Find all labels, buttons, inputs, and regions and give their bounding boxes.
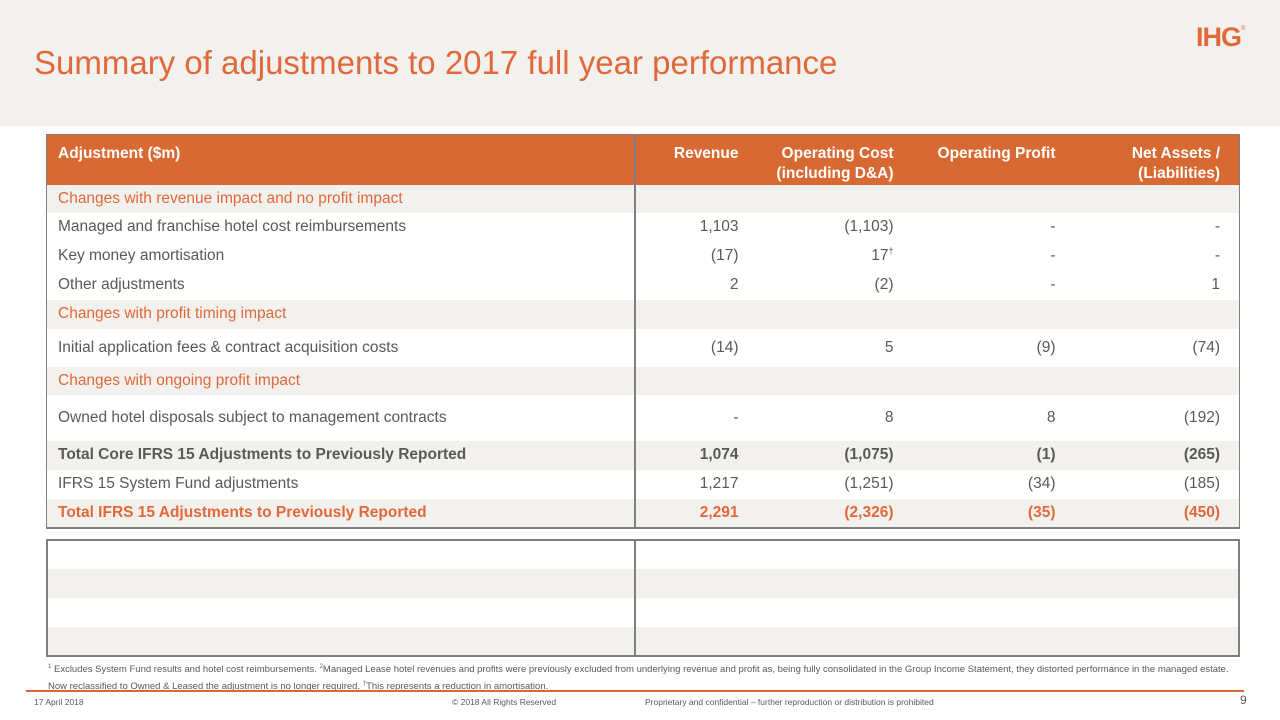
- row-label: Other adjustments: [46, 270, 636, 300]
- revenue-cell: (14): [634, 328, 758, 367]
- revenue-cell: 1,217: [634, 469, 758, 499]
- footnotes: 1 Excludes System Fund results and hotel…: [48, 664, 1229, 693]
- net-assets-cell: -: [1074, 212, 1240, 242]
- logo-text: IHG: [1196, 22, 1242, 52]
- empty-table: [46, 539, 1240, 657]
- table-row: Total Core IFRS 15 Adjustments to Previo…: [46, 440, 1240, 470]
- operating-profit-cell: -: [912, 212, 1075, 242]
- operating-cost-cell: 8: [757, 394, 913, 441]
- revenue-cell: -: [634, 394, 758, 441]
- row-label: Key money amortisation: [46, 241, 636, 271]
- net-assets-cell: -: [1074, 241, 1240, 271]
- footer-date: 17 April 2018: [34, 697, 84, 707]
- row-label: IFRS 15 System Fund adjustments: [46, 469, 636, 499]
- operating-profit-cell: (35): [912, 498, 1075, 528]
- col-operating-cost: Operating Cost (including D&A): [757, 134, 913, 185]
- revenue-cell: 1,103: [634, 212, 758, 242]
- table-row: IFRS 15 System Fund adjustments 1,217 (1,2…: [46, 469, 1240, 499]
- col-operating-profit: Operating Profit: [912, 134, 1075, 185]
- table-header: Adjustment ($m) Revenue Operating Cost (i…: [46, 134, 1240, 185]
- table-row: Managed and franchise hotel cost reimbur…: [46, 212, 1240, 242]
- row-label: Changes with profit timing impact: [46, 299, 636, 329]
- operating-cost-cell: 17†: [757, 241, 913, 271]
- net-assets-cell: (450): [1074, 498, 1240, 528]
- operating-cost-cell: (2): [757, 270, 913, 300]
- revenue-cell: 1,074: [634, 440, 758, 470]
- logo-mark: ®: [1241, 26, 1246, 32]
- operating-cost-cell: (1,075): [757, 440, 913, 470]
- operating-cost-cell: 5: [757, 328, 913, 367]
- operating-cost-cell: (2,326): [757, 498, 913, 528]
- net-assets-cell: (192): [1074, 394, 1240, 441]
- page-number: 9: [1240, 693, 1247, 707]
- table-row: Other adjustments 2 (2) -1: [46, 270, 1240, 300]
- net-assets-cell: (74): [1074, 328, 1240, 367]
- table-row: Key money amortisation (17) 17† - -: [46, 241, 1240, 271]
- page-title: Summary of adjustments to 2017 full year…: [34, 44, 838, 81]
- row-label: Changes with ongoing profit impact: [46, 366, 636, 395]
- row-label: Owned hotel disposals subject to managem…: [46, 394, 636, 441]
- section-row: Changes with ongoing profit impact: [46, 366, 1240, 395]
- operating-cost-cell: (1,103): [757, 212, 913, 242]
- net-assets-cell: 1: [1074, 270, 1240, 300]
- row-label: Total IFRS 15 Adjustments to Previously …: [46, 498, 636, 528]
- section-row: Changes with profit timing impact: [46, 299, 1240, 329]
- header-band: [0, 0, 1280, 126]
- section-row: Changes with revenue impact and no profi…: [46, 184, 1240, 213]
- table-row: Initial application fees & contract acqu…: [46, 328, 1240, 367]
- table-row: Owned hotel disposals subject to managem…: [46, 394, 1240, 441]
- col-revenue: Revenue: [634, 134, 758, 185]
- revenue-cell: (17): [634, 241, 758, 271]
- operating-profit-cell: 8: [912, 394, 1075, 441]
- adjustments-table: Adjustment ($m) Revenue Operating Cost (i…: [46, 134, 1240, 529]
- net-assets-cell: (265): [1074, 440, 1240, 470]
- revenue-cell: 2: [634, 270, 758, 300]
- footer-confidential: Proprietary and confidential – further r…: [645, 697, 934, 707]
- footer-copyright: © 2018 All Rights Reserved: [452, 697, 557, 707]
- operating-profit-cell: -: [912, 241, 1075, 271]
- row-label: Managed and franchise hotel cost reimbur…: [46, 212, 636, 242]
- ihg-logo: IHG®: [1196, 22, 1246, 53]
- row-label: Total Core IFRS 15 Adjustments to Previo…: [46, 440, 636, 470]
- col-net-assets: Net Assets / (Liabilities): [1074, 134, 1240, 185]
- operating-profit-cell: (1): [912, 440, 1075, 470]
- operating-profit-cell: (34): [912, 469, 1075, 499]
- operating-profit-cell: (9): [912, 328, 1075, 367]
- operating-cost-cell: (1,251): [757, 469, 913, 499]
- table-row: Total IFRS 15 Adjustments to Previously …: [46, 498, 1240, 528]
- revenue-cell: 2,291: [634, 498, 758, 528]
- col-adjustment: Adjustment ($m): [46, 134, 636, 185]
- operating-profit-cell: -: [912, 270, 1075, 300]
- row-label: Changes with revenue impact and no profi…: [46, 184, 636, 213]
- footer-divider: [26, 690, 1244, 692]
- net-assets-cell: (185): [1074, 469, 1240, 499]
- row-label: Initial application fees & contract acqu…: [46, 328, 636, 367]
